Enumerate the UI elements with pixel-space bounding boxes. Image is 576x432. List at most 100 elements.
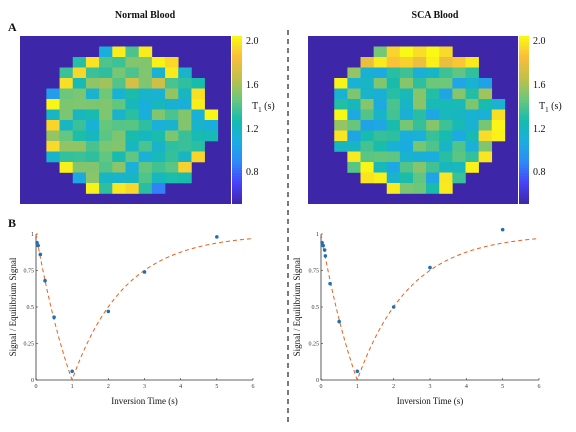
heatmap-cell	[46, 120, 60, 131]
heatmap-cell	[465, 141, 479, 152]
heatmap-cell	[360, 120, 374, 131]
heatmap-cell	[138, 151, 153, 163]
heatmap-cell	[178, 130, 192, 142]
data-point	[391, 305, 396, 309]
plot-normal-blood: 0 1 2 3 4 5 6 0 0.25 0.5 0.75 1 Inversion Time (s) Si…	[8, 232, 255, 406]
heatmap-cell	[112, 183, 126, 194]
data-point	[35, 240, 39, 245]
heatmap-cell	[439, 46, 453, 58]
heatmap-cell	[85, 172, 100, 184]
heatmap-cell	[360, 99, 374, 110]
heatmap-cell	[204, 120, 219, 131]
y-tick-label: 0.75	[309, 269, 320, 275]
x-tick-label: 6	[252, 384, 255, 390]
y-tick-label: 0.5	[27, 305, 35, 311]
x-tick-label: 3	[143, 384, 146, 390]
heatmap-cell	[99, 46, 113, 58]
heatmap-cell	[138, 99, 153, 110]
heatmap-cell	[138, 141, 153, 152]
heatmap-cell	[125, 183, 139, 194]
heatmap-cell	[112, 88, 126, 100]
y-axis-label: Signal / Equilibrium Signal	[292, 257, 302, 356]
heatmap-cell	[452, 67, 466, 79]
heatmap-cell	[59, 67, 74, 79]
heatmap-cell	[99, 57, 113, 68]
data-point	[355, 369, 360, 374]
heatmap-cell	[373, 130, 388, 142]
heatmap-cell	[360, 109, 374, 121]
heatmap-cell	[386, 172, 401, 184]
heatmap-cell	[386, 162, 401, 173]
heatmap-cell	[360, 151, 374, 163]
data-point	[52, 315, 56, 320]
heatmap-cell	[191, 99, 205, 110]
heatmap-cell	[59, 120, 74, 131]
heatmap-cell	[439, 172, 453, 184]
data-point	[38, 252, 43, 257]
heatmap-cell	[138, 88, 153, 100]
x-tick-label: 2	[107, 384, 110, 390]
heatmap-cell	[85, 57, 100, 68]
heatmap-cell	[72, 67, 87, 79]
heatmap-cell	[165, 172, 179, 184]
heatmap-cell	[347, 99, 361, 110]
heatmap-cell	[347, 151, 361, 163]
heatmap-cell	[360, 57, 374, 68]
heatmap-cell	[151, 120, 166, 131]
heatmap-cell	[334, 141, 348, 152]
heatmap-cell	[59, 151, 74, 163]
heatmap-cell	[478, 109, 493, 121]
x-axis-label: Inversion Time (s)	[111, 396, 178, 406]
heatmap-cell	[426, 172, 440, 184]
panel-a-label: A	[8, 20, 17, 34]
heatmap-cell	[452, 57, 466, 68]
heatmap-cell	[399, 78, 414, 89]
heatmap-cell	[46, 151, 60, 163]
heatmap-cell	[386, 78, 401, 89]
heatmap-cell	[151, 130, 166, 142]
heatmap-cell	[347, 120, 361, 131]
heatmap-cell	[85, 109, 100, 121]
heatmap-cell	[399, 109, 414, 121]
heatmap-cell	[426, 151, 440, 163]
heatmap-cell	[439, 109, 453, 121]
heatmap-cell	[399, 162, 414, 173]
heatmap-cell	[99, 172, 113, 184]
data-point	[43, 278, 47, 283]
colorbar-right-tick-1-6: 1.6	[533, 80, 546, 91]
heatmap-cell	[99, 88, 113, 100]
heatmap-cell	[138, 172, 153, 184]
data-point	[70, 369, 74, 374]
heatmap-cell	[191, 141, 205, 152]
heatmap-cell	[360, 162, 374, 173]
heatmap-cell	[99, 78, 113, 89]
heatmap-cell	[46, 99, 60, 110]
heatmap-cell	[491, 109, 506, 121]
heatmap-cell	[99, 141, 113, 152]
heatmap-cell	[426, 130, 440, 142]
heatmap-cell	[151, 67, 166, 79]
heatmap-cell	[138, 183, 153, 194]
heatmap-cell	[347, 109, 361, 121]
heatmap-cell	[191, 120, 205, 131]
x-tick-label: 0	[35, 384, 38, 390]
heatmap-cell	[426, 141, 440, 152]
heatmap-cell	[399, 172, 414, 184]
heatmap-cell	[125, 46, 139, 58]
x-tick-label: 5	[215, 384, 218, 390]
x-tick-label: 5	[501, 384, 504, 390]
heatmap-cell	[178, 78, 192, 89]
heatmap-cell	[452, 162, 466, 173]
heatmap-cell	[151, 141, 166, 152]
x-tick-label: 3	[429, 384, 432, 390]
data-point	[322, 248, 327, 252]
heatmap-cell	[465, 67, 479, 79]
heatmap-cell	[125, 67, 139, 79]
heatmap-cell	[138, 67, 153, 79]
heatmap-cell	[452, 151, 466, 163]
heatmap-cell	[99, 67, 113, 79]
heatmap-cell	[191, 88, 205, 100]
heatmap-cell	[59, 78, 74, 89]
heatmap-cell	[85, 183, 100, 194]
heatmap-cell	[426, 109, 440, 121]
